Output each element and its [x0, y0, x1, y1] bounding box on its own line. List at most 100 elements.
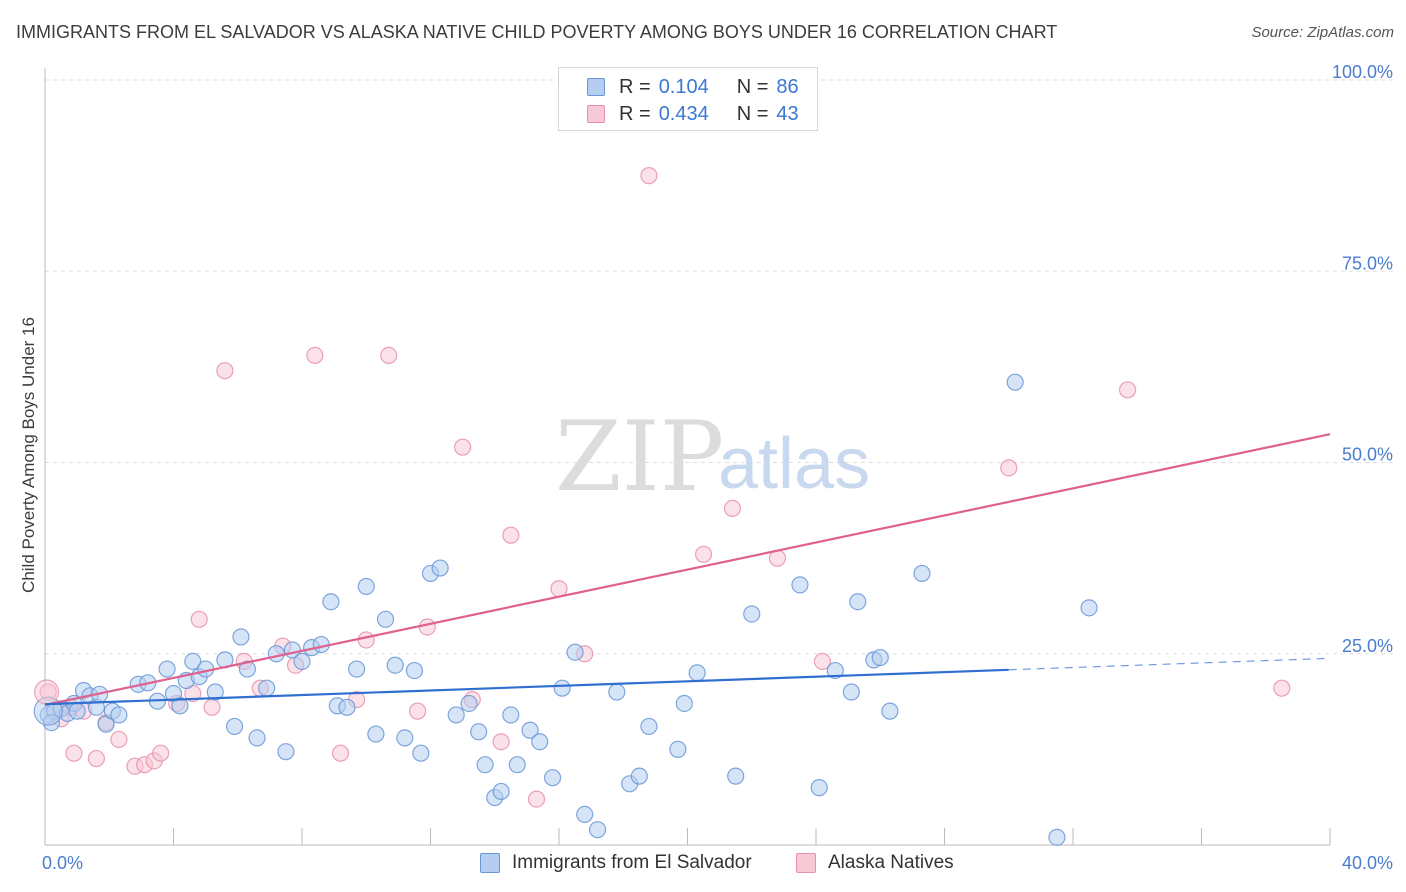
point-alaska-natives: [723, 499, 742, 517]
point-el-salvador: [431, 559, 449, 577]
point-el-salvador: [322, 593, 340, 611]
watermark-atlas: atlas: [718, 424, 870, 504]
point-alaska-natives: [152, 744, 170, 762]
point-el-salvador: [688, 664, 706, 682]
point-el-salvador: [630, 767, 648, 785]
point-alaska-natives: [380, 346, 398, 364]
point-el-salvador: [396, 729, 414, 747]
chart-title: IMMIGRANTS FROM EL SALVADOR VS ALASKA NA…: [16, 22, 1058, 42]
point-alaska-natives: [694, 545, 713, 563]
point-alaska-natives: [502, 526, 520, 544]
point-el-salvador: [258, 679, 276, 697]
legend-item-alaska-natives: Alaska Natives: [796, 852, 954, 874]
point-el-salvador: [492, 782, 510, 801]
trend-line-alaska-natives: [44, 433, 1331, 707]
trend-line-el-salvador-extension: [1008, 657, 1331, 671]
point-el-salvador: [1048, 828, 1066, 846]
y-tick-label: 100.0%: [1332, 62, 1393, 82]
point-alaska-natives: [34, 679, 60, 705]
point-el-salvador: [348, 660, 366, 678]
point-el-salvador: [608, 683, 626, 701]
trend-lines: [44, 433, 1331, 707]
point-el-salvador: [158, 660, 176, 678]
axes: [44, 68, 1331, 846]
point-el-salvador: [576, 805, 594, 824]
x-tick-label: 0.0%: [42, 853, 83, 873]
point-alaska-natives: [331, 744, 350, 762]
point-el-salvador: [842, 683, 860, 701]
point-el-salvador: [277, 743, 295, 761]
point-alaska-natives: [1000, 459, 1018, 477]
point-el-salvador: [810, 779, 828, 797]
point-el-salvador: [68, 702, 86, 720]
blue-swatch: [587, 78, 605, 96]
point-alaska-natives: [1273, 679, 1291, 697]
point-alaska-natives: [110, 730, 128, 749]
point-alaska-natives: [357, 631, 375, 649]
point-alaska-natives: [640, 167, 658, 185]
point-alaska-natives: [409, 702, 427, 720]
point-el-salvador: [791, 576, 809, 594]
legend-label: Immigrants from El Salvador: [512, 852, 752, 873]
point-alaska-natives: [527, 790, 546, 808]
blue-swatch: [480, 853, 500, 873]
n-label: N =: [736, 102, 769, 125]
point-el-salvador: [338, 698, 356, 716]
point-alaska-natives: [306, 346, 324, 364]
point-alaska-natives: [190, 610, 208, 628]
point-alaska-natives: [454, 438, 472, 456]
point-el-salvador: [447, 706, 465, 724]
point-alaska-natives: [550, 580, 568, 598]
point-el-salvador: [849, 593, 867, 611]
y-tick-label: 50.0%: [1342, 445, 1393, 465]
point-el-salvador: [913, 564, 931, 583]
point-el-salvador: [675, 694, 693, 713]
point-el-salvador: [588, 821, 607, 839]
point-el-salvador: [881, 702, 899, 720]
point-el-salvador: [543, 769, 562, 787]
y-tick-label: 25.0%: [1342, 636, 1393, 656]
legend-item-el-salvador: Immigrants from El Salvador: [480, 852, 752, 874]
y-axis-title: Child Poverty Among Boys Under 16: [19, 317, 38, 593]
point-el-salvador: [405, 661, 424, 680]
point-el-salvador: [386, 656, 404, 674]
point-el-salvador: [232, 628, 250, 646]
point-el-salvador: [357, 577, 375, 596]
point-el-salvador: [640, 717, 658, 736]
grid-lines: [45, 79, 1395, 655]
point-el-salvador: [367, 725, 385, 743]
r-label: R =: [619, 75, 651, 98]
n-value: 43: [776, 102, 799, 125]
n-value: 86: [776, 75, 799, 98]
r-value: 0.104: [658, 75, 709, 98]
pink-swatch: [587, 105, 605, 123]
point-el-salvador: [412, 744, 430, 762]
x-tick-label: 40.0%: [1342, 853, 1393, 873]
point-el-salvador: [826, 661, 844, 680]
pink-swatch: [796, 853, 816, 873]
y-tick-labels: 25.0% 50.0% 75.0% 100.0%: [1332, 62, 1393, 656]
point-el-salvador: [531, 733, 549, 751]
point-el-salvador: [669, 740, 687, 758]
source-label: Source: ZipAtlas.com: [1251, 24, 1394, 41]
point-el-salvador: [566, 643, 584, 661]
point-el-salvador: [470, 723, 488, 741]
legend-label: Alaska Natives: [828, 852, 954, 873]
point-alaska-natives: [813, 652, 832, 671]
point-el-salvador: [508, 756, 526, 774]
point-el-salvador: [225, 717, 244, 736]
point-alaska-natives: [65, 744, 83, 762]
point-el-salvador: [206, 683, 224, 701]
point-alaska-natives: [418, 618, 436, 636]
point-el-salvador: [238, 660, 256, 678]
point-el-salvador: [376, 610, 395, 628]
watermark-zip: ZIP: [555, 401, 724, 513]
point-alaska-natives: [492, 733, 510, 751]
point-el-salvador: [248, 729, 266, 747]
stats-legend: R = 0.104 N = 86 R = 0.434 N = 43: [558, 67, 818, 131]
trend-line-el-salvador: [44, 668, 1009, 706]
point-el-salvador: [267, 645, 285, 663]
point-el-salvador: [1006, 373, 1024, 391]
point-alaska-natives: [203, 698, 221, 716]
